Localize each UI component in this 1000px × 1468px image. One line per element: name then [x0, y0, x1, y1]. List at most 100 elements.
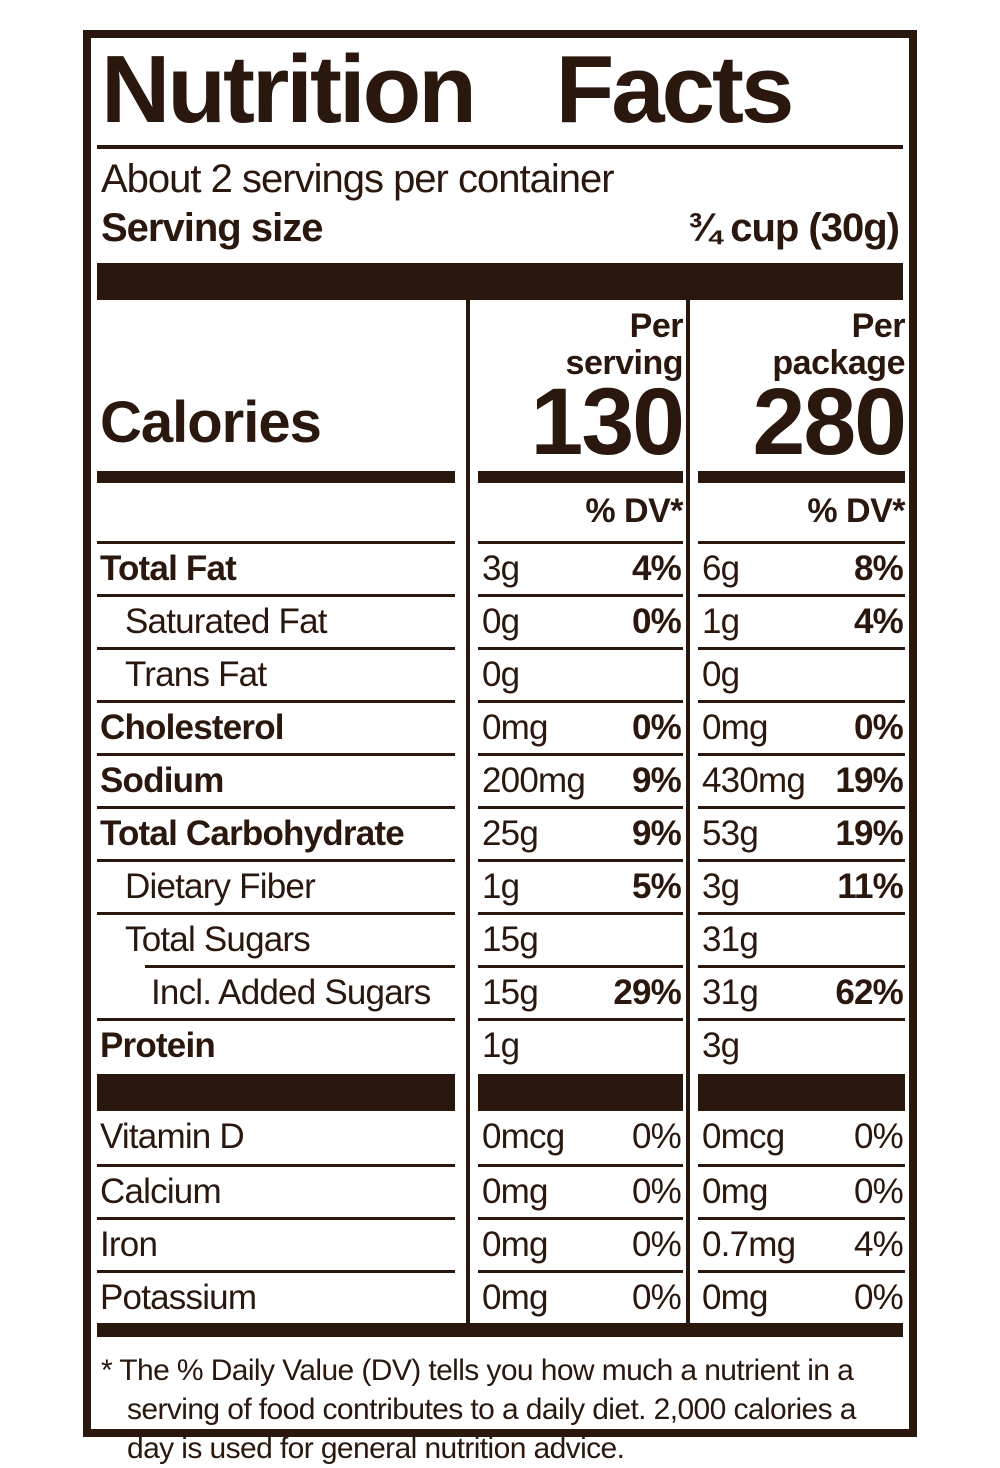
per-package-header-line2: package: [772, 343, 905, 382]
nutrient-name: Protein: [97, 1017, 455, 1071]
serving-dv: 0%: [632, 1277, 682, 1317]
nutrition-facts-label: Nutrition Facts About 2 servings per con…: [83, 30, 917, 1465]
per-serving-header-line2: serving: [565, 343, 684, 382]
serving-dv: 4%: [632, 548, 682, 588]
serving-amount: 15g: [482, 972, 539, 1012]
column-divider-1: [466, 300, 470, 1323]
package-amount: 0mcg: [702, 1117, 785, 1157]
footnote-separator-bar: [97, 1322, 903, 1337]
package-dv: 0%: [854, 1277, 904, 1317]
serving-amount: 0mg: [482, 707, 548, 747]
serving-dv: 0%: [632, 707, 682, 747]
nutrient-row-protein: Protein 1g 3g: [91, 1017, 909, 1071]
nutrient-name: Cholesterol: [97, 699, 455, 753]
nutrient-row-saturated-fat: Saturated Fat 0g 0% 1g 4%: [91, 593, 909, 647]
calories-per-package-value: 280: [752, 368, 907, 475]
nutrient-row-total-carbohydrate: Total Carbohydrate 25g 9% 53g 19%: [91, 805, 909, 859]
package-dv: 4%: [854, 1224, 904, 1264]
nutrient-name: Total Sugars: [97, 911, 455, 965]
serving-dv: 5%: [632, 866, 682, 906]
package-dv: 8%: [854, 548, 904, 588]
serving-size-label: Serving size: [101, 206, 323, 251]
package-amount: 430mg: [702, 760, 806, 800]
serving-amount: 1g: [482, 1025, 520, 1065]
calories-row: Calories 130 280: [91, 368, 909, 475]
nutrient-name: Calcium: [97, 1163, 455, 1217]
package-amount: 0mg: [702, 707, 768, 747]
serving-dv: 0%: [632, 1117, 682, 1157]
nutrient-name: Vitamin D: [100, 1117, 245, 1157]
nutrient-row-dietary-fiber: Dietary Fiber 1g 5% 3g 11%: [91, 858, 909, 912]
nutrient-name: Incl. Added Sugars: [145, 964, 455, 1018]
nutrient-name: Trans Fat: [97, 646, 455, 700]
servings-per-container: About 2 servings per container: [101, 157, 615, 202]
serving-dv: 0%: [632, 1224, 682, 1264]
package-amount: 0mg: [702, 1277, 768, 1317]
serving-amount: 0g: [482, 654, 520, 694]
serving-dv: 0%: [632, 601, 682, 641]
package-dv: 0%: [854, 707, 904, 747]
nutrient-name: Sodium: [97, 752, 455, 806]
serving-dv: 29%: [613, 972, 681, 1012]
serving-amount: 0mg: [482, 1171, 548, 1211]
dv-header-row: % DV* % DV*: [91, 483, 909, 541]
package-amount: 31g: [702, 919, 759, 959]
dv-header-package: % DV*: [807, 491, 905, 530]
per-package-header: Per package: [698, 300, 905, 381]
package-amount: 0.7mg: [702, 1224, 796, 1264]
serving-amount: 15g: [482, 919, 539, 959]
serving-amount: 25g: [482, 813, 539, 853]
nutrient-row-trans-fat: Trans Fat 0g 0g: [91, 646, 909, 700]
package-amount: 3g: [702, 866, 740, 906]
package-dv: 4%: [854, 601, 904, 641]
package-amount: 6g: [702, 548, 740, 588]
package-amount: 53g: [702, 813, 759, 853]
serving-amount: 1g: [482, 866, 520, 906]
package-dv: 19%: [835, 760, 903, 800]
nutrient-name: Dietary Fiber: [97, 858, 455, 912]
serving-amount: 0mg: [482, 1224, 548, 1264]
nutrient-row-calcium: Calcium 0mg 0% 0mg 0%: [91, 1163, 909, 1217]
per-serving-header: Per serving: [478, 300, 684, 382]
nutrient-row-iron: Iron 0mg 0% 0.7mg 4%: [91, 1216, 909, 1270]
nutrient-name: Saturated Fat: [97, 593, 455, 647]
serving-amount: 200mg: [482, 760, 586, 800]
nutrient-row-vitamin-d: Vitamin D 0mcg 0% 0mcg 0%: [91, 1111, 909, 1164]
nutrient-row-sodium: Sodium 200mg 9% 430mg 19%: [91, 752, 909, 806]
nutrient-row-total-fat: Total Fat 3g 4% 6g 8%: [91, 540, 909, 594]
label-title: Nutrition Facts: [101, 36, 794, 143]
serving-dv: 0%: [632, 1171, 682, 1211]
package-amount: 31g: [702, 972, 759, 1012]
nutrient-row-cholesterol: Cholesterol 0mg 0% 0mg 0%: [91, 699, 909, 753]
package-amount: 0g: [702, 654, 740, 694]
per-serving-header-line1: Per: [629, 307, 684, 346]
nutrient-name: Iron: [97, 1216, 455, 1270]
nutrient-name: Total Fat: [97, 540, 455, 594]
serving-dv: 9%: [632, 760, 682, 800]
package-dv: 0%: [854, 1117, 904, 1157]
serving-amount: 3g: [482, 548, 520, 588]
nutrient-name: Total Carbohydrate: [97, 805, 455, 859]
nutrition-table: Per serving Per package Calories 130 280: [91, 300, 909, 1323]
package-amount: 0mg: [702, 1171, 768, 1211]
package-dv: 62%: [835, 972, 903, 1012]
top-separator-bar: [97, 263, 903, 301]
serving-amount: 0mg: [482, 1277, 548, 1317]
serving-amount: 0mcg: [482, 1117, 565, 1157]
footnote: * The % Daily Value (DV) tells you how m…: [101, 1353, 856, 1465]
package-amount: 1g: [702, 601, 740, 641]
serving-size-value: ¾ cup (30g): [687, 206, 900, 251]
serving-size-row: Serving size ¾ cup (30g): [101, 206, 900, 251]
nutrient-row-added-sugars: Incl. Added Sugars 15g 29% 31g 62%: [91, 964, 909, 1018]
package-dv: 11%: [837, 866, 904, 906]
package-dv: 0%: [854, 1171, 904, 1211]
serving-amount: 0g: [482, 601, 520, 641]
dv-header-serving: % DV*: [585, 491, 683, 530]
column-header-row: Per serving Per package: [91, 300, 909, 381]
column-divider-2: [686, 300, 690, 1323]
column-header-spacer: [97, 300, 455, 381]
nutrient-name: Potassium: [97, 1269, 455, 1323]
per-package-header-line1: Per: [851, 307, 906, 346]
title-divider: [97, 145, 903, 150]
calories-separator-bar: [91, 462, 909, 483]
